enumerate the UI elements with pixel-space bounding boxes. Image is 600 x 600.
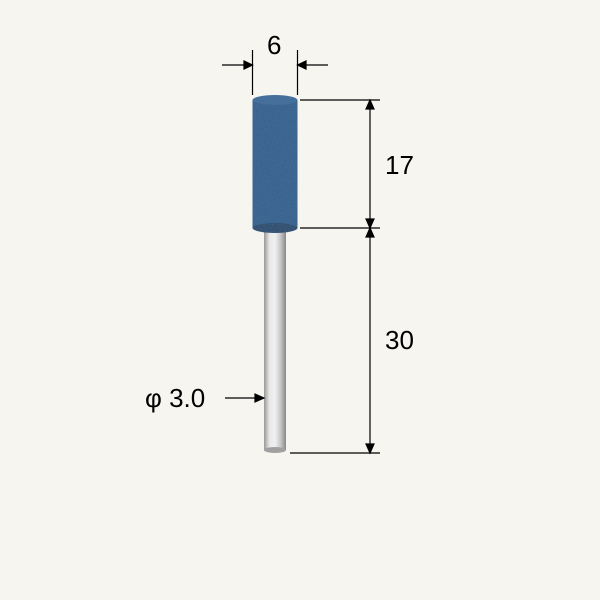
dim-shank-length: 30 [385, 325, 414, 356]
diagram-canvas: 6 17 30 φ 3.0 [0, 0, 600, 600]
dim-head-length: 17 [385, 150, 414, 181]
dim-top-width: 6 [267, 30, 281, 61]
dimension-lines [222, 50, 380, 453]
grinding-head [253, 95, 298, 233]
shank [264, 225, 286, 453]
dim-shank-diameter: φ 3.0 [145, 383, 205, 414]
diagram-svg [0, 0, 600, 600]
